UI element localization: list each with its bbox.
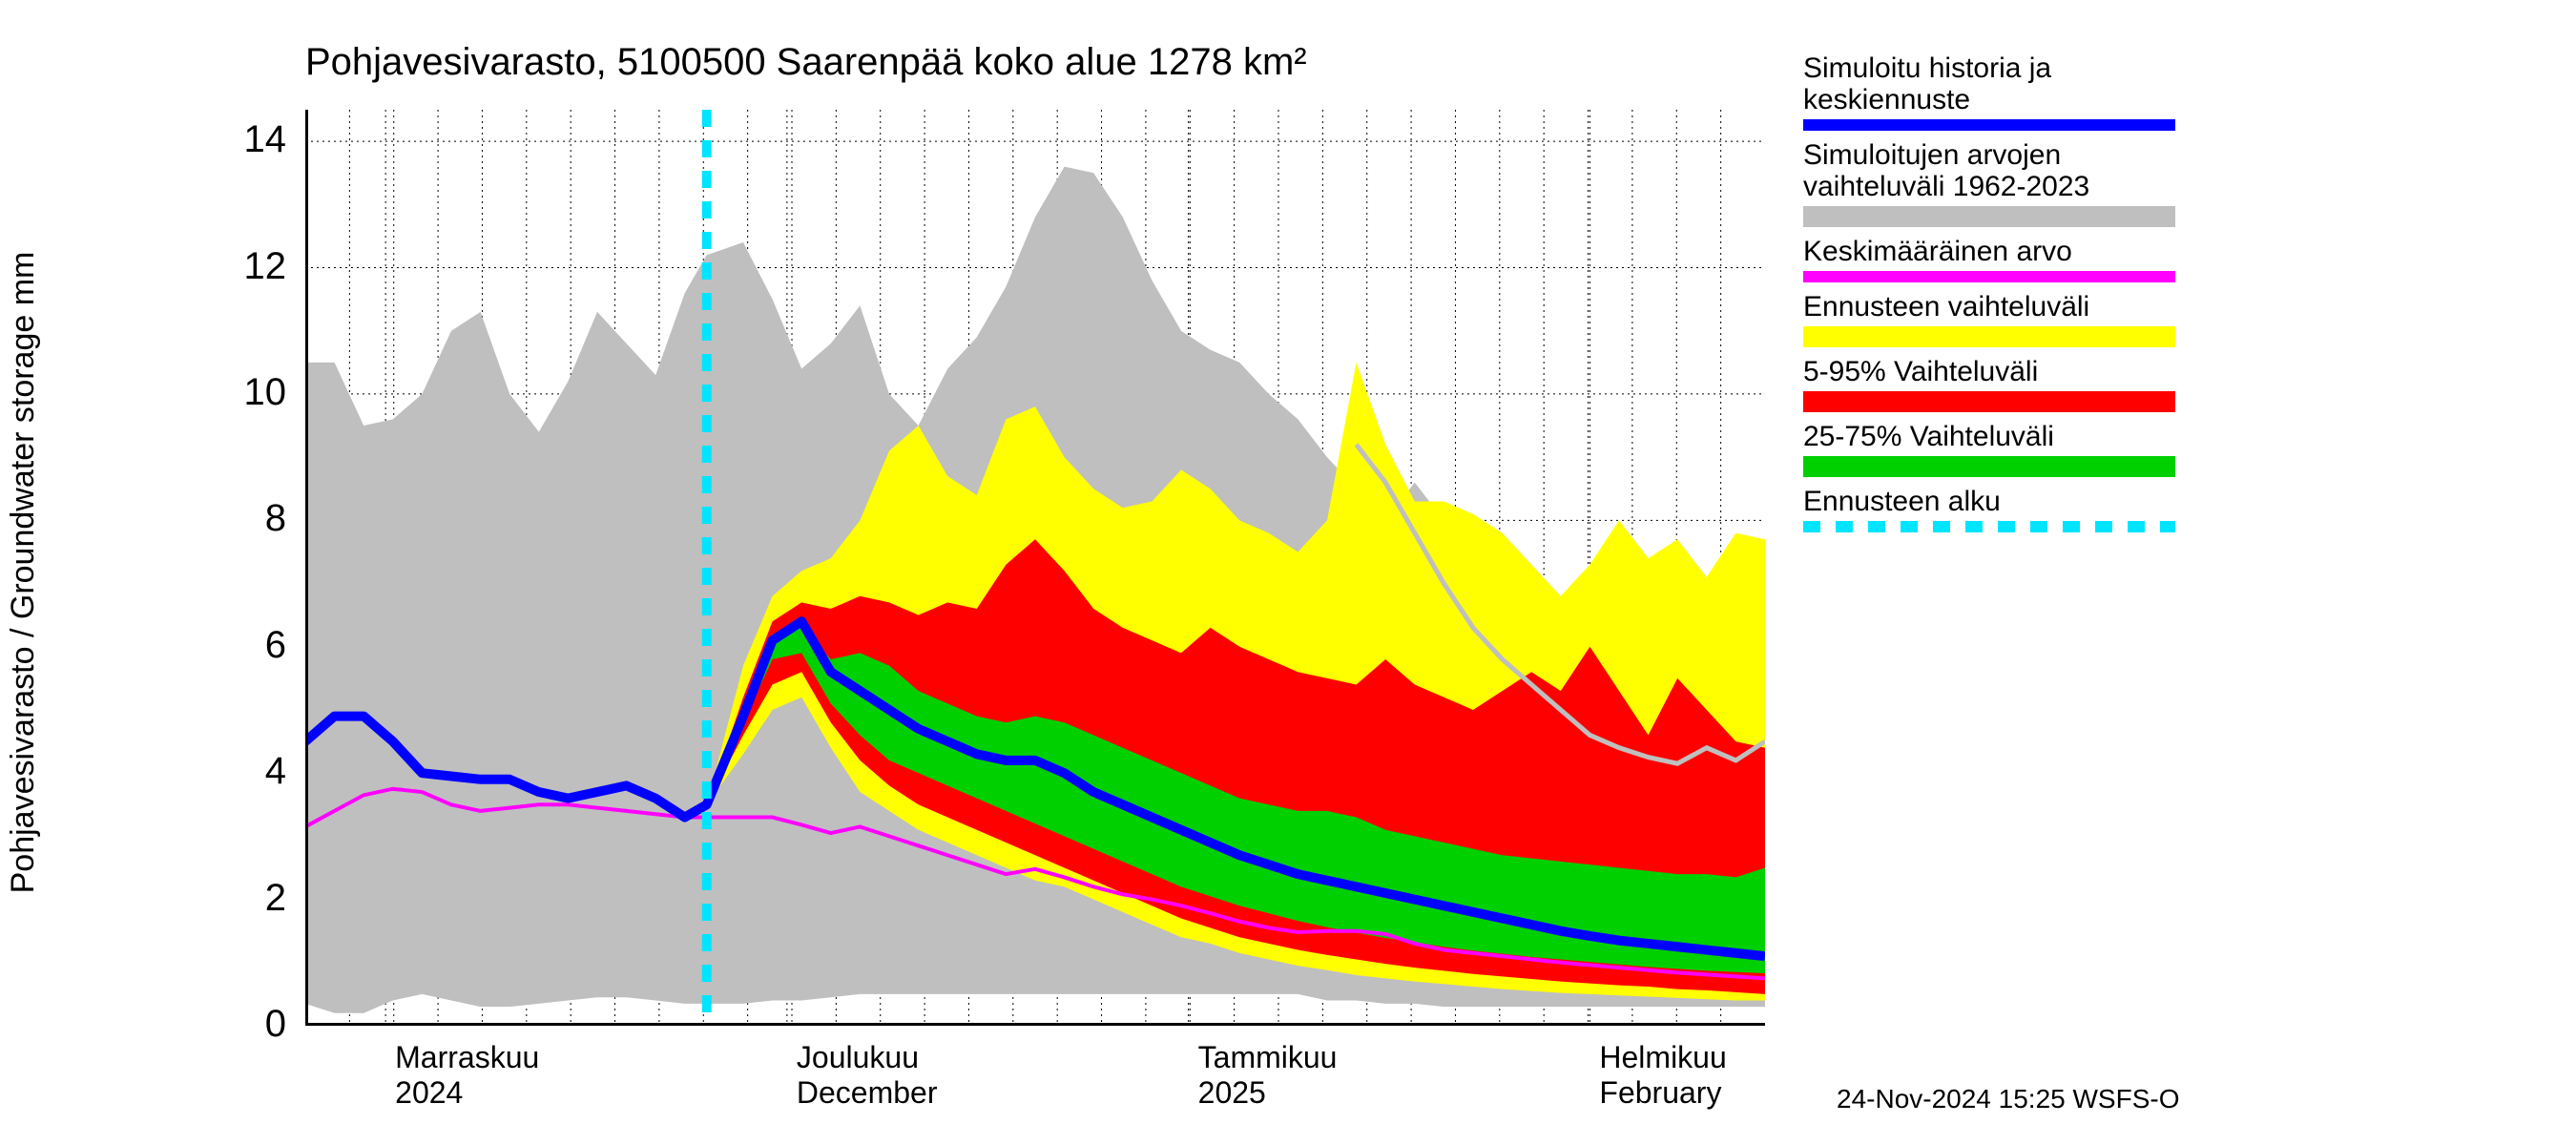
- y-tick-label: 14: [210, 118, 286, 161]
- chart-title: Pohjavesivarasto, 5100500 Saarenpää koko…: [305, 41, 1307, 84]
- legend-label: Simuloitujen arvojenvaihteluväli 1962-20…: [1803, 139, 2547, 202]
- legend-entry: Simuloitujen arvojenvaihteluväli 1962-20…: [1803, 139, 2547, 227]
- legend-label: Ennusteen vaihteluväli: [1803, 291, 2547, 323]
- x-tick-label: Tammikuu2025: [1198, 1040, 1338, 1111]
- legend-entry: 5-95% Vaihteluväli: [1803, 356, 2547, 412]
- legend-entry: Ennusteen vaihteluväli: [1803, 291, 2547, 347]
- x-tick-label: HelmikuuFebruary: [1599, 1040, 1726, 1111]
- legend-label: 25-75% Vaihteluväli: [1803, 421, 2547, 452]
- legend-label: 5-95% Vaihteluväli: [1803, 356, 2547, 387]
- legend-swatch: [1803, 391, 2175, 412]
- legend-swatch: [1803, 456, 2175, 477]
- y-tick-label: 10: [210, 371, 286, 414]
- y-tick-label: 2: [210, 877, 286, 920]
- y-axis-label: Pohjavesivarasto / Groundwater storage m…: [5, 252, 42, 894]
- legend-label: Keskimääräinen arvo: [1803, 236, 2547, 267]
- x-tick-label: Marraskuu2024: [395, 1040, 539, 1111]
- y-tick-label: 8: [210, 497, 286, 540]
- x-tick-label: JoulukuuDecember: [797, 1040, 938, 1111]
- legend-entry: Keskimääräinen arvo: [1803, 236, 2547, 282]
- y-tick-label: 12: [210, 245, 286, 288]
- legend-entry: Ennusteen alku: [1803, 486, 2547, 532]
- chart-root: Pohjavesivarasto / Groundwater storage m…: [0, 0, 2576, 1145]
- legend-label: Simuloitu historia jakeskiennuste: [1803, 52, 2547, 115]
- legend-swatch: [1803, 271, 2175, 282]
- plot-area: [305, 110, 1765, 1026]
- legend-swatch: [1803, 206, 2175, 227]
- y-tick-label: 0: [210, 1003, 286, 1046]
- legend-entry: Simuloitu historia jakeskiennuste: [1803, 52, 2547, 131]
- legend-label: Ennusteen alku: [1803, 486, 2547, 517]
- legend: Simuloitu historia jakeskiennuste Simuloi…: [1803, 52, 2547, 541]
- legend-swatch: [1803, 326, 2175, 347]
- legend-entry: 25-75% Vaihteluväli: [1803, 421, 2547, 477]
- footer-text: 24-Nov-2024 15:25 WSFS-O: [1837, 1084, 2180, 1114]
- y-tick-label: 4: [210, 750, 286, 793]
- plot-border-left: [305, 110, 308, 1026]
- legend-swatch: [1803, 521, 2175, 532]
- y-tick-label: 6: [210, 624, 286, 667]
- plot-svg: [305, 110, 1765, 1026]
- legend-swatch: [1803, 119, 2175, 131]
- plot-border-bottom: [305, 1023, 1765, 1026]
